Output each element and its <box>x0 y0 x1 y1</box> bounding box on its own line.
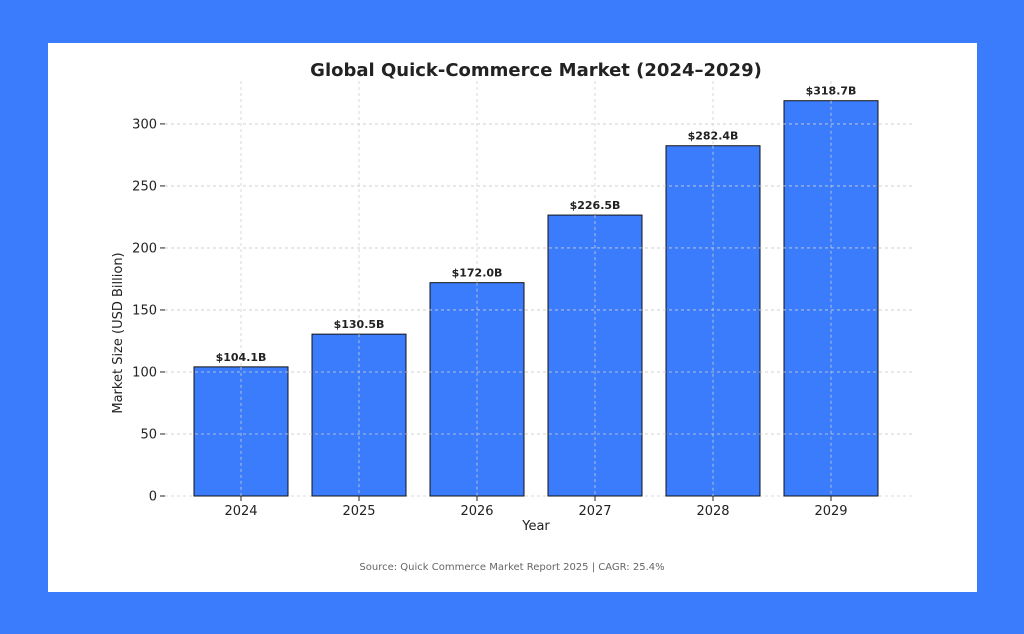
y-tick-label: 300 <box>132 117 157 132</box>
x-tick-label: 2028 <box>696 504 729 519</box>
x-tick-label: 2027 <box>578 504 611 519</box>
y-tick-label: 250 <box>132 179 157 194</box>
y-axis-label: Market Size (USD Billion) <box>111 252 126 413</box>
axes-layer: 0 50 100 150 200 250 300 2024 2025 2026 2027 2028 20… <box>132 117 847 519</box>
data-label: $318.7B <box>806 85 857 98</box>
x-tick-label: 2029 <box>814 504 847 519</box>
data-label: $282.4B <box>688 130 739 143</box>
x-tick-label: 2024 <box>224 504 257 519</box>
x-tick-label: 2026 <box>460 504 493 519</box>
data-label: $104.1B <box>216 351 267 364</box>
y-tick-label: 0 <box>149 490 157 505</box>
data-label: $172.0B <box>452 267 503 280</box>
data-label: $130.5B <box>334 318 385 331</box>
bar-2026 <box>429 282 525 497</box>
y-tick-label: 50 <box>140 427 157 442</box>
bars-layer <box>165 100 912 497</box>
labels-layer: $104.1B $130.5B $172.0B $226.5B $282.4B $318.… <box>216 85 857 364</box>
x-tick-label: 2025 <box>342 504 375 519</box>
x-axis-label: Year <box>521 519 550 534</box>
y-tick-label: 100 <box>132 365 157 380</box>
bar-2024 <box>193 366 289 497</box>
chart-title: Global Quick-Commerce Market (2024–2029) <box>310 60 762 81</box>
bar-chart: 0 50 100 150 200 250 300 2024 2025 2026 2027 2028 20… <box>111 60 912 573</box>
y-tick-label: 200 <box>132 241 157 256</box>
y-tick-label: 150 <box>132 303 157 318</box>
data-label: $226.5B <box>570 199 621 212</box>
bar-2029 <box>783 100 879 497</box>
source-note: Source: Quick Commerce Market Report 202… <box>359 562 664 573</box>
chart-card: 0 50 100 150 200 250 300 2024 2025 2026 2027 2028 20… <box>48 43 977 592</box>
